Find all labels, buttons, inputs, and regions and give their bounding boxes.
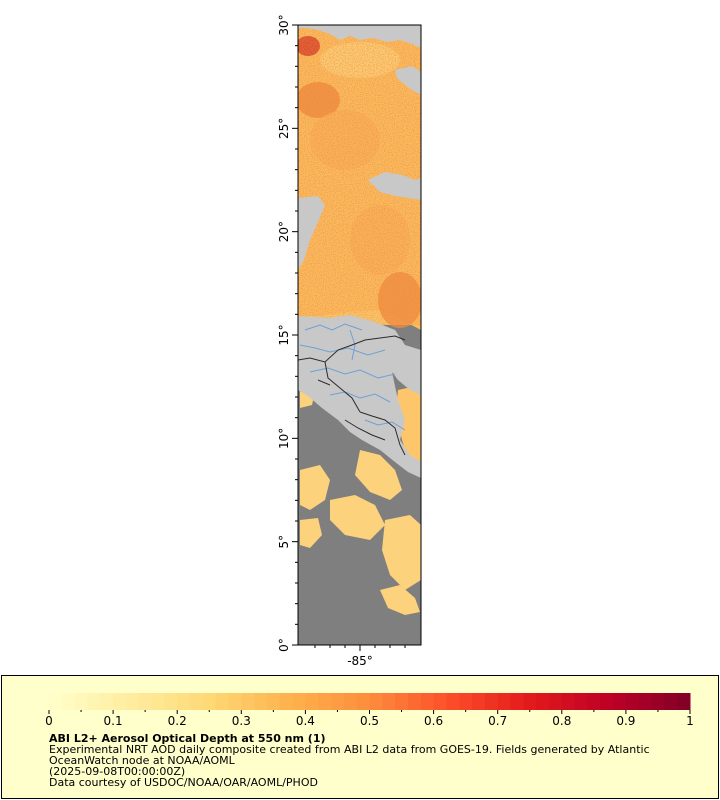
colorbar-cell [138,693,153,710]
lon-tick-label: -85° [347,654,373,668]
colorbar-tick-label: 1 [686,714,694,728]
colorbar-cell [254,693,268,710]
colorbar-cell [113,693,127,710]
lat-tick-label: 25° [277,118,291,139]
lat-tick-label: 10° [277,428,291,449]
colorbar-cell [49,693,63,710]
latitude-axis: 30° 25° 20° 15° 10° 5° 0° [277,14,298,652]
colorbar-tick-label: 0.3 [232,714,251,728]
colorbar-tick-label: 0.4 [296,714,315,728]
aod-map: 30° 25° 20° 15° 10° 5° 0° -85° [277,14,422,668]
land-masses [298,25,421,478]
colorbar-ticks: 0 0.1 0.2 0.3 0.4 0.5 0.6 0.7 0.8 0.9 1 [45,710,694,728]
legend-description: Experimental NRT AOD daily composite cre… [49,743,650,756]
colorbar-cell [202,693,217,710]
colorbar-tick-label: 0 [45,714,53,728]
colorbar-cell [100,693,114,710]
colorbar-cell [318,693,332,710]
colorbar-cell [664,693,678,710]
colorbar-cell [510,693,524,710]
colorbar-tick-label: 0.5 [360,714,379,728]
colorbar-cell [87,693,101,710]
legend-credit: Data courtesy of USDOC/NOAA/OAR/AOML/PHO… [49,776,318,789]
colorbar-tick-label: 0.9 [616,714,635,728]
colorbar-cell [125,693,140,710]
colorbar-cell [587,693,601,710]
colorbar-tick-label: 0.6 [424,714,443,728]
country-borders [298,335,406,456]
legend-panel: 0 0.1 0.2 0.3 0.4 0.5 0.6 0.7 0.8 0.9 1 ABI L2+ Ae… [1,675,719,799]
colorbar-cell [395,693,409,710]
colorbar-cell [74,693,88,710]
colorbar-cell [61,693,76,710]
colorbar-cell [343,693,358,710]
colorbar-cell [215,693,229,710]
longitude-axis: -85° [314,645,406,668]
colorbar-cell [536,693,550,710]
colorbar-cell [151,693,165,710]
colorbar-cell [266,693,281,710]
lat-tick-label: 0° [277,638,291,652]
colorbar-cell [523,693,537,710]
colorbar-cell [459,693,473,710]
colorbar-cell [356,693,370,710]
legend-title: ABI L2+ Aerosol Optical Depth at 550 nm … [49,732,326,745]
colorbar-tick-label: 0.2 [168,714,187,728]
colorbar-cell [164,693,178,710]
colorbar-cell [420,693,435,710]
colorbar-cell [651,693,665,710]
colorbar-cell [613,693,627,710]
colorbar-cell [600,693,614,710]
map-content [298,25,421,645]
lat-tick-label: 20° [277,221,291,242]
colorbar-cell [561,693,576,710]
colorbar-cell [548,693,563,710]
colorbar-cell [497,693,512,710]
colorbar-tick-label: 0.7 [488,714,507,728]
legend-description-continued: OceanWatch node at NOAA/AOML [49,754,235,767]
colorbar-cell [677,693,691,710]
colorbar-cell [369,693,383,710]
colorbar-cell [279,693,294,710]
lat-tick-label: 30° [277,14,291,35]
colorbar: 0 0.1 0.2 0.3 0.4 0.5 0.6 0.7 0.8 0.9 1 [45,693,694,728]
colorbar-cell [382,693,396,710]
colorbar-cell [625,693,640,710]
colorbar-tick-label: 0.1 [104,714,123,728]
lat-tick-label: 5° [277,535,291,549]
colorbar-cell [472,693,486,710]
colorbar-cell [292,693,306,710]
colorbar-cell [241,693,255,710]
colorbar-cell [484,693,499,710]
colorbar-cell [638,693,653,710]
colorbar-cell [228,693,242,710]
colorbar-cell [305,693,319,710]
map-area: 30° 25° 20° 15° 10° 5° 0° -85° [277,14,422,668]
colorbar-cell [574,693,588,710]
aod-patches [300,385,421,615]
colorbar-cell [407,693,422,710]
colorbar-cell [331,693,345,710]
colorbar-cell [433,693,447,710]
colorbar-cells [49,693,691,710]
colorbar-tick-label: 0.8 [552,714,571,728]
legend-timestamp: (2025-09-08T00:00:00Z) [49,765,186,778]
colorbar-cell [446,693,460,710]
colorbar-cell [190,693,204,710]
colorbar-cell [177,693,191,710]
lat-tick-label: 15° [277,324,291,345]
